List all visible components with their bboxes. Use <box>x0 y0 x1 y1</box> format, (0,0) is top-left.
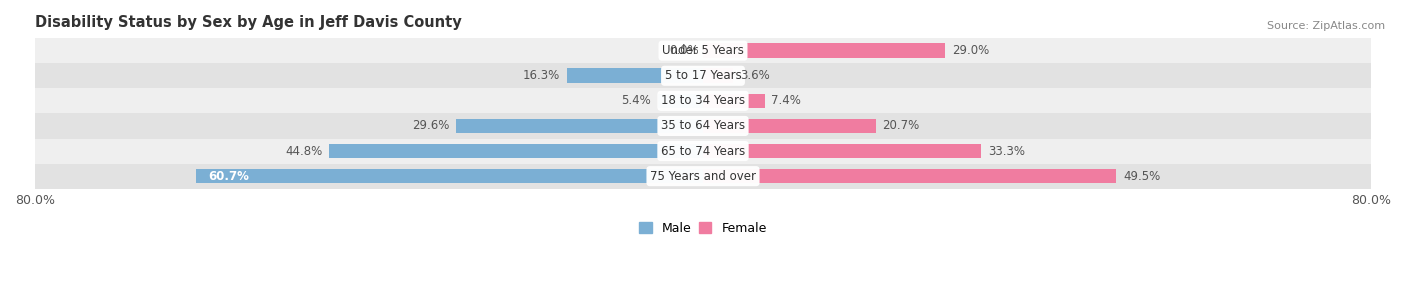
Text: Under 5 Years: Under 5 Years <box>662 44 744 57</box>
Text: 75 Years and over: 75 Years and over <box>650 170 756 183</box>
Bar <box>456 119 703 133</box>
Text: 20.7%: 20.7% <box>883 120 920 132</box>
Bar <box>658 94 703 108</box>
Text: 5 to 17 Years: 5 to 17 Years <box>665 69 741 82</box>
Text: 7.4%: 7.4% <box>772 94 801 107</box>
Bar <box>35 113 1371 138</box>
Bar <box>567 69 703 83</box>
Bar <box>703 94 765 108</box>
Legend: Male, Female: Male, Female <box>634 217 772 240</box>
Bar <box>329 144 703 158</box>
Text: 65 to 74 Years: 65 to 74 Years <box>661 145 745 158</box>
Text: 29.6%: 29.6% <box>412 120 449 132</box>
Text: 29.0%: 29.0% <box>952 44 988 57</box>
Bar <box>35 38 1371 63</box>
Bar <box>35 63 1371 88</box>
Bar <box>35 138 1371 163</box>
Text: 18 to 34 Years: 18 to 34 Years <box>661 94 745 107</box>
Bar <box>35 163 1371 189</box>
Text: 0.0%: 0.0% <box>669 44 699 57</box>
Text: 44.8%: 44.8% <box>285 145 322 158</box>
Bar <box>703 69 733 83</box>
Text: Disability Status by Sex by Age in Jeff Davis County: Disability Status by Sex by Age in Jeff … <box>35 15 461 30</box>
Text: 5.4%: 5.4% <box>621 94 651 107</box>
Text: Source: ZipAtlas.com: Source: ZipAtlas.com <box>1267 21 1385 31</box>
Bar <box>703 43 945 58</box>
Bar <box>35 88 1371 113</box>
Text: 16.3%: 16.3% <box>523 69 560 82</box>
Text: 60.7%: 60.7% <box>208 170 249 183</box>
Text: 3.6%: 3.6% <box>740 69 769 82</box>
Bar <box>703 119 876 133</box>
Text: 49.5%: 49.5% <box>1123 170 1160 183</box>
Bar <box>703 144 981 158</box>
Bar <box>703 169 1116 183</box>
Text: 35 to 64 Years: 35 to 64 Years <box>661 120 745 132</box>
Bar <box>197 169 703 183</box>
Text: 33.3%: 33.3% <box>988 145 1025 158</box>
